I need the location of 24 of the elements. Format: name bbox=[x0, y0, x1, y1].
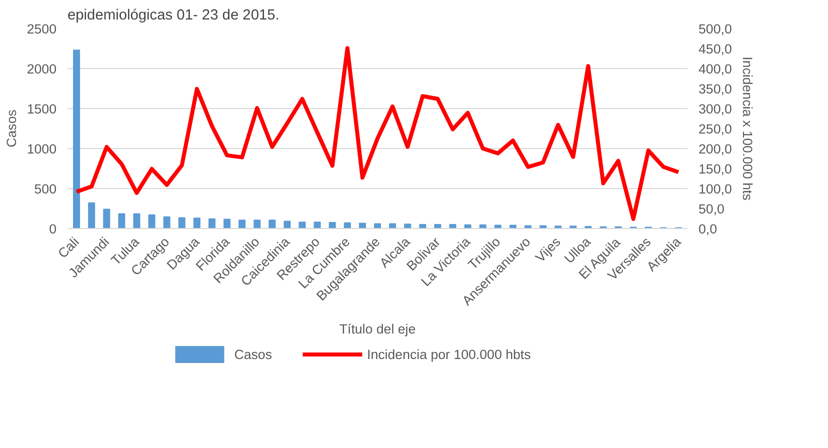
y2-axis-title: Incidencia x 100.000 hts bbox=[740, 56, 755, 201]
chart-title: epidemiológicas 01- 23 de 2015. bbox=[68, 8, 280, 24]
y2-tick-label: 500,0 bbox=[698, 22, 732, 36]
y2-tick-label: 100,0 bbox=[698, 182, 732, 196]
y2-tick-label: 200,0 bbox=[698, 142, 732, 156]
y2-tick-label: 50,0 bbox=[698, 202, 724, 216]
y2-tick-label: 300,0 bbox=[698, 102, 732, 116]
legend-label: Casos bbox=[234, 346, 272, 362]
x-tick-label: Vijes bbox=[532, 234, 564, 266]
y-tick-label: 2000 bbox=[26, 62, 57, 76]
y-tick-label: 0 bbox=[49, 222, 57, 236]
legend-label: Incidencia por 100.000 hbts bbox=[367, 346, 531, 362]
y2-tick-label: 350,0 bbox=[698, 82, 732, 96]
y2-tick-label: 0,0 bbox=[698, 222, 718, 236]
y-tick-label: 1500 bbox=[26, 102, 57, 116]
y2-tick-label: 400,0 bbox=[698, 62, 732, 76]
y-tick-label: 500 bbox=[34, 182, 57, 196]
y2-tick-label: 250,0 bbox=[698, 122, 732, 136]
y-tick-label: 1000 bbox=[26, 142, 57, 156]
y-axis-title: Casos bbox=[4, 109, 19, 148]
y-tick-label: 2500 bbox=[26, 22, 57, 36]
y2-tick-label: 150,0 bbox=[698, 162, 732, 176]
x-axis-title: Título del eje bbox=[339, 321, 416, 336]
y2-tick-label: 450,0 bbox=[698, 42, 732, 56]
